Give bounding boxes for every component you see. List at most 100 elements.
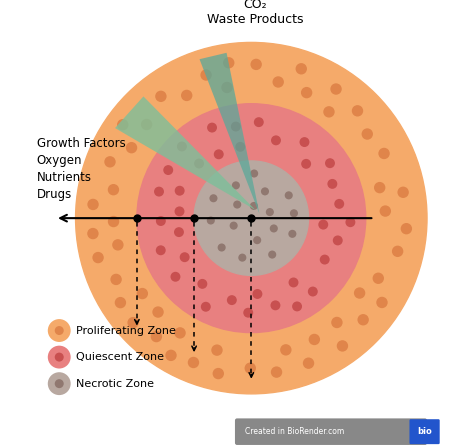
Text: bio: bio xyxy=(417,427,432,436)
Circle shape xyxy=(108,216,119,227)
Circle shape xyxy=(195,296,217,318)
Circle shape xyxy=(211,345,223,356)
Circle shape xyxy=(300,137,310,147)
Circle shape xyxy=(208,143,230,165)
Circle shape xyxy=(163,165,173,175)
Circle shape xyxy=(146,299,171,325)
Circle shape xyxy=(168,221,190,243)
Circle shape xyxy=(156,245,166,255)
Circle shape xyxy=(148,181,170,202)
Circle shape xyxy=(174,227,184,237)
Circle shape xyxy=(221,289,243,311)
Circle shape xyxy=(271,367,282,378)
Circle shape xyxy=(256,182,274,200)
Circle shape xyxy=(207,216,215,224)
Polygon shape xyxy=(200,53,259,214)
Circle shape xyxy=(85,245,111,270)
Circle shape xyxy=(108,290,133,315)
Circle shape xyxy=(273,337,299,363)
Circle shape xyxy=(177,142,187,152)
Circle shape xyxy=(385,239,410,264)
Circle shape xyxy=(81,192,106,217)
Circle shape xyxy=(345,98,370,123)
Circle shape xyxy=(103,267,129,292)
Circle shape xyxy=(80,221,106,246)
Circle shape xyxy=(169,180,191,202)
Circle shape xyxy=(55,379,64,388)
Circle shape xyxy=(229,136,251,158)
Circle shape xyxy=(137,288,148,299)
Circle shape xyxy=(265,219,283,237)
Circle shape xyxy=(244,52,269,77)
Circle shape xyxy=(194,159,204,169)
Circle shape xyxy=(321,173,343,195)
Circle shape xyxy=(128,317,139,329)
Circle shape xyxy=(204,337,229,363)
Circle shape xyxy=(271,300,281,310)
Circle shape xyxy=(362,128,373,140)
Circle shape xyxy=(392,245,403,257)
Circle shape xyxy=(152,306,164,318)
Circle shape xyxy=(207,122,217,133)
Circle shape xyxy=(334,199,344,209)
Circle shape xyxy=(210,194,218,202)
Circle shape xyxy=(173,246,196,268)
Circle shape xyxy=(181,90,192,101)
Circle shape xyxy=(101,209,126,234)
Circle shape xyxy=(327,229,349,252)
Circle shape xyxy=(248,111,270,133)
Circle shape xyxy=(130,281,155,306)
Circle shape xyxy=(308,287,318,296)
Circle shape xyxy=(243,308,253,318)
Circle shape xyxy=(268,250,276,259)
Circle shape xyxy=(238,253,246,261)
Circle shape xyxy=(312,214,334,236)
Circle shape xyxy=(303,358,314,369)
Circle shape xyxy=(365,266,391,291)
Circle shape xyxy=(134,112,159,137)
Circle shape xyxy=(265,129,287,152)
Circle shape xyxy=(325,158,335,168)
Circle shape xyxy=(197,279,207,289)
Circle shape xyxy=(285,204,303,222)
Circle shape xyxy=(245,363,256,374)
Circle shape xyxy=(167,320,193,346)
Text: Proliferating Zone: Proliferating Zone xyxy=(76,325,176,336)
Circle shape xyxy=(201,69,212,81)
Circle shape xyxy=(328,193,350,215)
Circle shape xyxy=(320,255,330,265)
Circle shape xyxy=(213,239,231,257)
Circle shape xyxy=(193,62,219,88)
Circle shape xyxy=(401,223,412,234)
Circle shape xyxy=(55,326,64,335)
Circle shape xyxy=(357,314,369,325)
Circle shape xyxy=(324,310,350,335)
Circle shape xyxy=(231,122,241,131)
Circle shape xyxy=(290,209,298,217)
Circle shape xyxy=(378,148,390,159)
Circle shape xyxy=(245,197,263,215)
Circle shape xyxy=(292,301,302,312)
Circle shape xyxy=(347,280,372,306)
Circle shape xyxy=(253,236,261,244)
Circle shape xyxy=(137,104,366,333)
Circle shape xyxy=(214,75,240,100)
Circle shape xyxy=(48,319,71,342)
Polygon shape xyxy=(115,97,255,210)
FancyBboxPatch shape xyxy=(410,419,440,444)
Circle shape xyxy=(248,231,266,249)
Circle shape xyxy=(75,42,427,394)
Circle shape xyxy=(155,91,166,102)
FancyBboxPatch shape xyxy=(235,418,427,445)
Circle shape xyxy=(48,372,71,395)
Circle shape xyxy=(330,333,355,358)
Circle shape xyxy=(48,346,71,368)
Circle shape xyxy=(330,83,342,95)
Circle shape xyxy=(126,142,137,153)
Circle shape xyxy=(237,302,259,324)
Circle shape xyxy=(253,289,263,299)
Circle shape xyxy=(391,180,416,205)
Circle shape xyxy=(397,186,409,198)
Circle shape xyxy=(294,80,319,105)
Circle shape xyxy=(283,225,301,243)
